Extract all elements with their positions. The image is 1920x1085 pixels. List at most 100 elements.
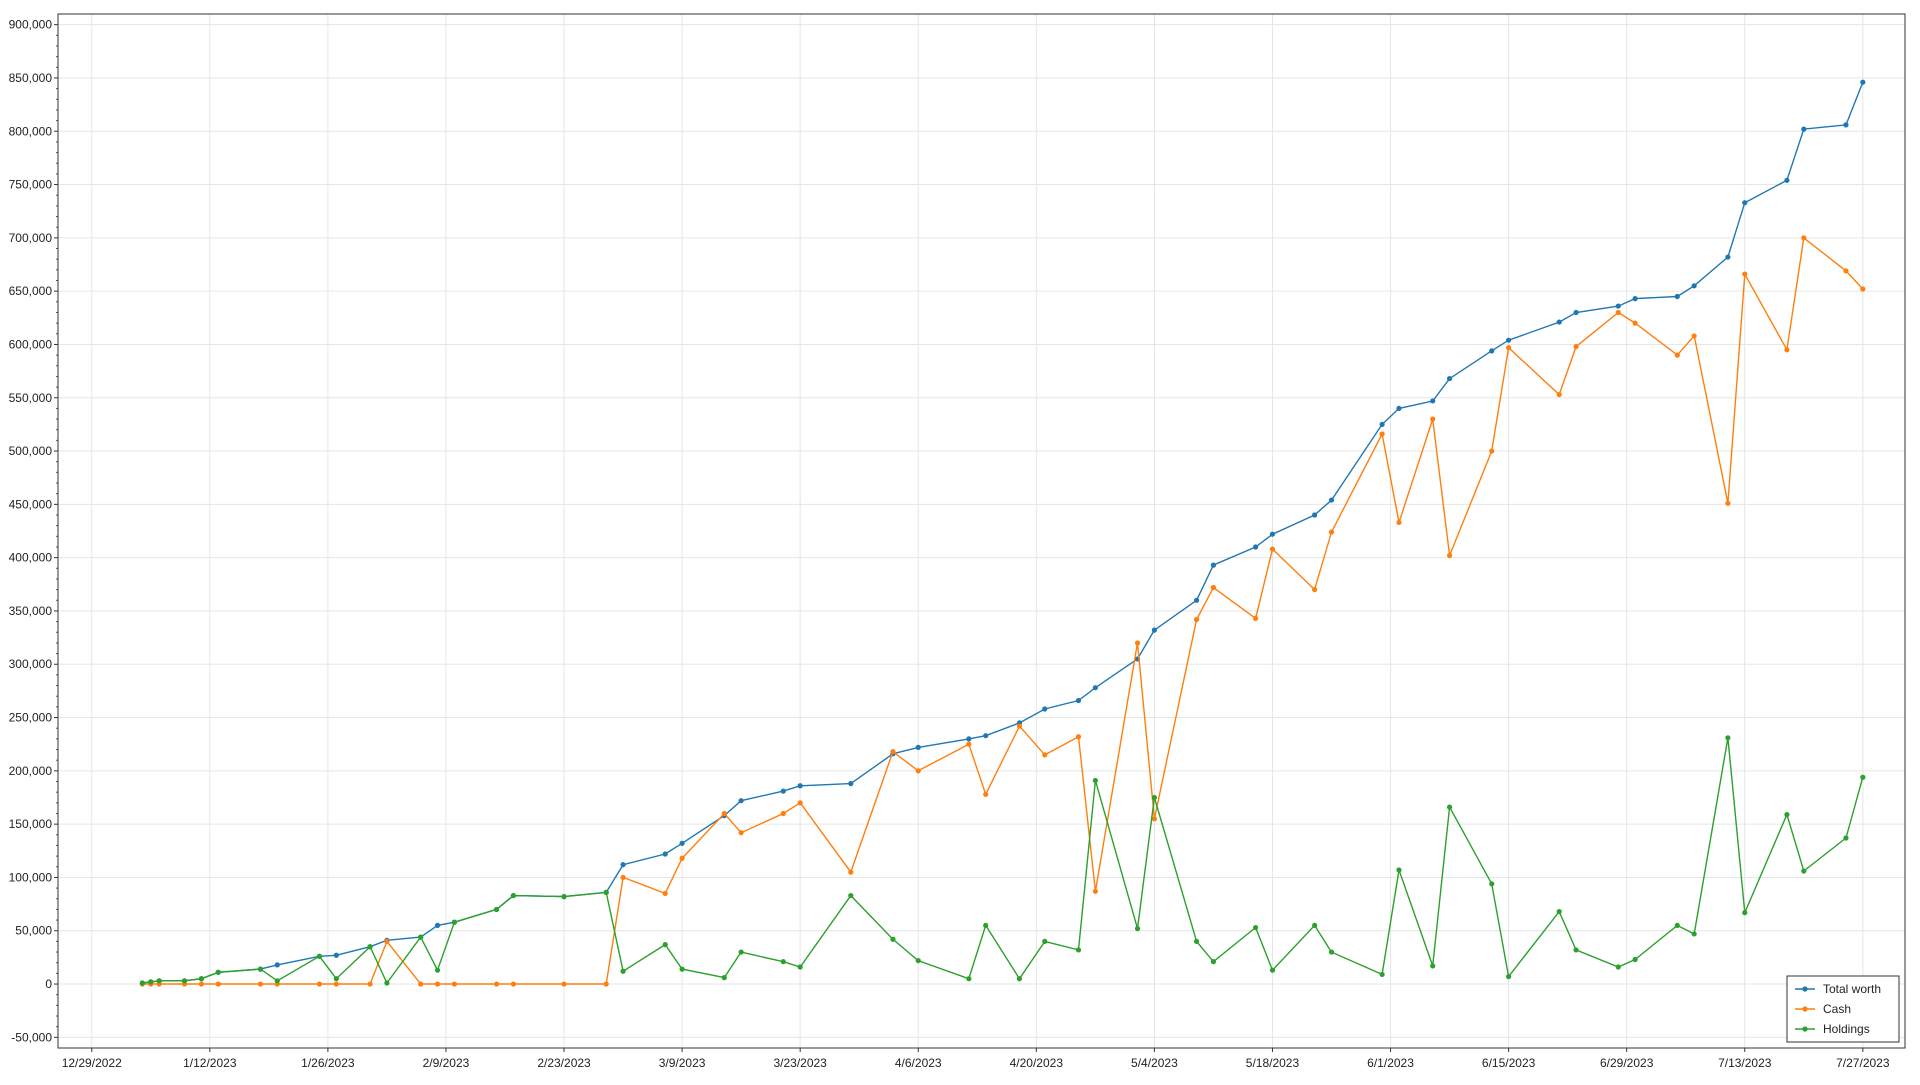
data-point [1134,640,1141,646]
data-point [1379,431,1385,437]
data-point [1489,448,1495,454]
data-point [1396,519,1402,526]
data-point [1328,949,1335,955]
data-point [1075,734,1082,740]
data-point [1210,959,1217,965]
legend-swatch-marker [1802,1006,1808,1012]
data-point [384,938,390,945]
data-point [1252,615,1259,622]
data-point [679,855,685,861]
data-point [1843,122,1849,128]
data-point [1312,512,1318,518]
data-point [1328,497,1335,503]
data-point [1210,584,1217,591]
data-point [1075,697,1082,704]
legend-swatch-marker [1802,986,1808,992]
series-layer [139,79,1866,987]
data-point [915,957,921,964]
data-point [1615,303,1621,309]
data-point [451,981,457,987]
data-point [1784,811,1790,818]
legend-swatch-marker [1802,1026,1808,1032]
data-point [797,783,803,789]
y-tick-label: 900,000 [9,18,53,32]
data-point [1489,348,1495,354]
data-point [1843,268,1849,274]
data-point [367,944,373,950]
data-point [1801,126,1807,132]
data-point [662,851,668,857]
data-point [1674,352,1680,358]
data-point [367,981,373,987]
data-point [1430,398,1436,404]
data-point [1742,200,1748,206]
x-tick-label: 1/26/2023 [301,1056,355,1070]
x-tick-label: 4/20/2023 [1010,1056,1064,1070]
x-tick-label: 3/23/2023 [773,1056,827,1070]
y-tick-label: 700,000 [9,231,53,245]
y-tick-label: 200,000 [9,764,53,778]
data-point [738,949,744,955]
data-point [1396,405,1402,412]
data-point [780,959,786,965]
data-point [181,978,188,984]
data-point [738,798,744,804]
data-point [434,981,441,987]
data-point [274,978,280,984]
data-point [679,966,685,972]
y-tick-label: 250,000 [9,711,53,725]
data-point [620,874,626,881]
data-point [890,936,896,942]
data-point [1506,345,1512,351]
series-cash [139,235,1866,987]
x-tick-label: 7/27/2023 [1836,1056,1890,1070]
data-point [1312,922,1318,929]
data-point [1092,777,1098,784]
data-point [1506,337,1512,343]
data-point [890,749,896,755]
data-point [1379,421,1385,428]
data-point [848,781,854,787]
data-point [561,981,567,987]
data-point [1632,320,1638,326]
y-tick-label: 350,000 [9,604,53,618]
data-point [983,733,989,739]
data-point [215,969,221,975]
data-point [848,869,854,875]
data-point [848,892,854,899]
data-point [316,981,323,987]
data-point [1075,947,1082,953]
data-point [983,922,989,929]
data-point [493,906,500,913]
data-point [797,800,803,806]
x-tick-label: 5/4/2023 [1131,1056,1178,1070]
data-point [1573,309,1579,316]
data-point [1193,616,1200,623]
data-point [1396,867,1402,873]
data-point [1573,343,1579,350]
data-point [1674,293,1680,300]
data-point [1615,964,1621,970]
data-point [1210,562,1217,568]
data-point [1784,177,1790,183]
data-point [1252,544,1259,550]
data-point [1556,908,1562,915]
x-tick-label: 6/15/2023 [1482,1056,1536,1070]
y-tick-label: 100,000 [9,870,53,884]
data-point [1430,963,1436,969]
data-point [662,890,668,897]
data-point [1860,286,1866,292]
y-tick-label: 600,000 [9,337,53,351]
data-point [1742,271,1748,277]
data-point [966,741,972,747]
data-point [434,922,441,929]
x-tick-label: 6/29/2023 [1600,1056,1654,1070]
data-point [1860,774,1866,780]
data-point [1860,79,1866,85]
y-tick-label: 550,000 [9,391,53,405]
y-tick-label: 50,000 [15,924,52,938]
data-point [1725,500,1731,506]
data-point [1691,931,1697,937]
